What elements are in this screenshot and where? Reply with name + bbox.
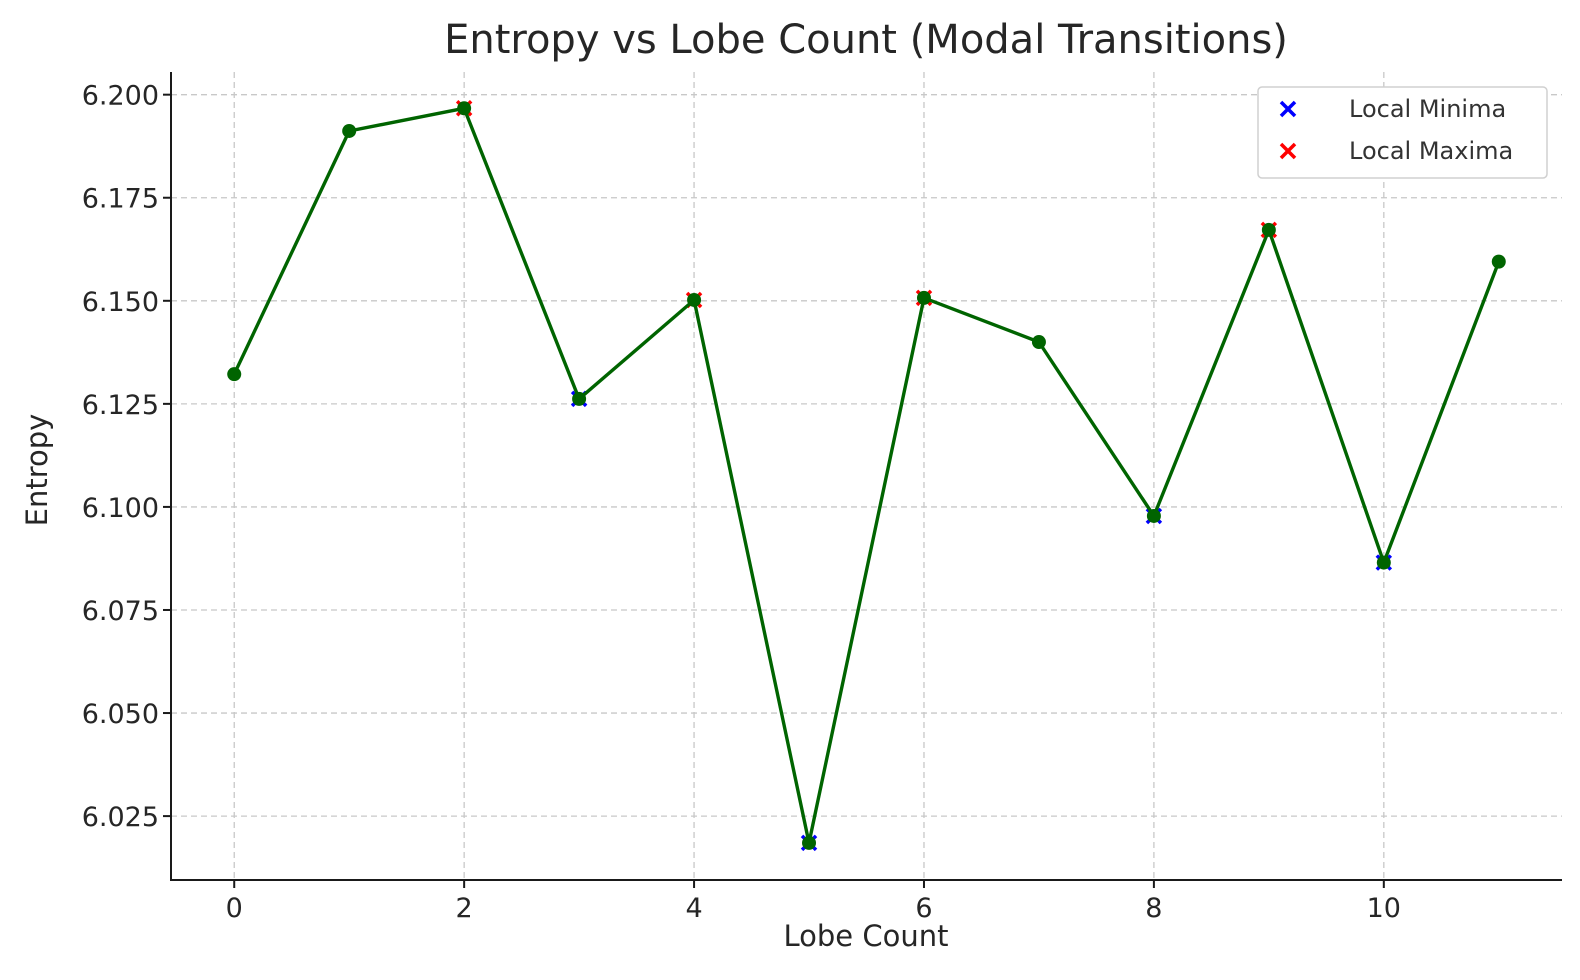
entropy-point — [1031, 335, 1046, 350]
y-axis-label: Entropy — [20, 414, 54, 527]
x-tick-label: 0 — [226, 893, 243, 924]
entropy-point — [916, 290, 931, 305]
entropy-point — [572, 391, 587, 406]
entropy-point — [1491, 254, 1506, 269]
entropy-point — [457, 101, 472, 116]
y-tick-label: 6.025 — [82, 802, 159, 833]
x-tick-label: 10 — [1367, 893, 1401, 924]
entropy-point — [1261, 222, 1276, 237]
axes: 0 2 4 6 8 10 6.025 6.050 6.075 6.100 6.125 6.150 6.1… — [82, 72, 1562, 924]
entropy-point — [1376, 555, 1391, 570]
y-tick-label: 6.075 — [82, 596, 159, 627]
grid — [171, 72, 1562, 880]
y-tick-label: 6.175 — [82, 184, 159, 215]
entropy-line — [232, 106, 1501, 845]
plot-area — [227, 100, 1506, 852]
y-tick-label: 6.100 — [82, 493, 159, 524]
x-tick-label: 2 — [456, 893, 473, 924]
entropy-point — [227, 367, 242, 382]
entropy-point — [802, 835, 817, 850]
y-tick-label: 6.200 — [82, 81, 159, 112]
x-axis-label: Lobe Count — [784, 919, 949, 953]
legend-marker-local-minima — [1279, 100, 1297, 118]
entropy-point — [687, 292, 702, 307]
entropy-point — [342, 123, 357, 138]
chart-title: Entropy vs Lobe Count (Modal Transitions… — [444, 17, 1288, 63]
y-tick-label: 6.050 — [82, 699, 159, 730]
legend-frame — [1257, 86, 1548, 179]
y-tick-label: 6.125 — [82, 390, 159, 421]
entropy-point — [1146, 508, 1161, 523]
y-tick-label: 6.150 — [82, 287, 159, 318]
legend-x-icon — [1279, 100, 1297, 118]
legend-label-local-maxima: Local Maxima — [1349, 137, 1513, 165]
x-tick-label: 8 — [1145, 893, 1162, 924]
legend-marker-local-maxima — [1279, 142, 1297, 160]
x-tick-label: 4 — [685, 893, 702, 924]
x-tick-label: 6 — [915, 893, 932, 924]
legend: Local Minima Local Maxima — [1257, 86, 1548, 179]
legend-label-local-minima: Local Minima — [1349, 95, 1506, 123]
legend-x-icon — [1279, 142, 1297, 160]
